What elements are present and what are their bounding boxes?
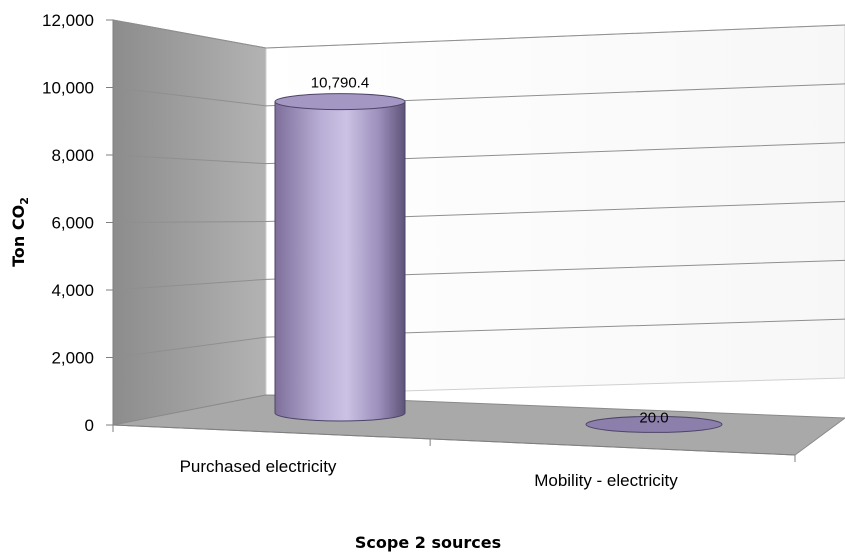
y-axis-title-subscript: 2 (18, 197, 31, 205)
y-tick-label: 2,000 (51, 349, 94, 368)
y-axis-title: Ton CO2 (9, 197, 31, 267)
chart-floor (112, 394, 845, 456)
y-tick-label: 6,000 (51, 214, 94, 233)
gridlines (112, 19, 845, 358)
y-axis: 0 2,000 4,000 6,000 8,000 10,000 12,000 (42, 11, 114, 435)
gridline (112, 201, 845, 223)
y-axis-title-main: Ton CO (9, 205, 28, 267)
y-tick-label: 4,000 (51, 281, 94, 300)
y-tick-label: 12,000 (42, 11, 94, 30)
x-axis: Purchased electricity Mobility - electric… (112, 424, 796, 490)
bar-top (585, 415, 723, 433)
gridline (112, 318, 845, 358)
gridline (112, 142, 845, 165)
bar-body (274, 101, 406, 422)
labels: 10,790.4 20.0 (311, 75, 669, 427)
gridline (112, 83, 845, 107)
x-axis-title: Scope 2 sources (355, 533, 501, 552)
x-tick-label: Purchased electricity (180, 457, 337, 476)
data-label: 10,790.4 (311, 75, 369, 92)
bars (274, 93, 723, 433)
data-label: 20.0 (639, 409, 668, 426)
bar-top (274, 93, 406, 111)
y-tick-label: 0 (85, 416, 94, 435)
bar (274, 93, 406, 422)
gridline (112, 19, 845, 49)
y-tick-label: 8,000 (51, 146, 94, 165)
x-axis-line (112, 424, 796, 456)
gridline (112, 259, 845, 291)
x-tick-label: Mobility - electricity (534, 471, 678, 490)
y-tick-label: 10,000 (42, 79, 94, 98)
bar (585, 415, 723, 433)
